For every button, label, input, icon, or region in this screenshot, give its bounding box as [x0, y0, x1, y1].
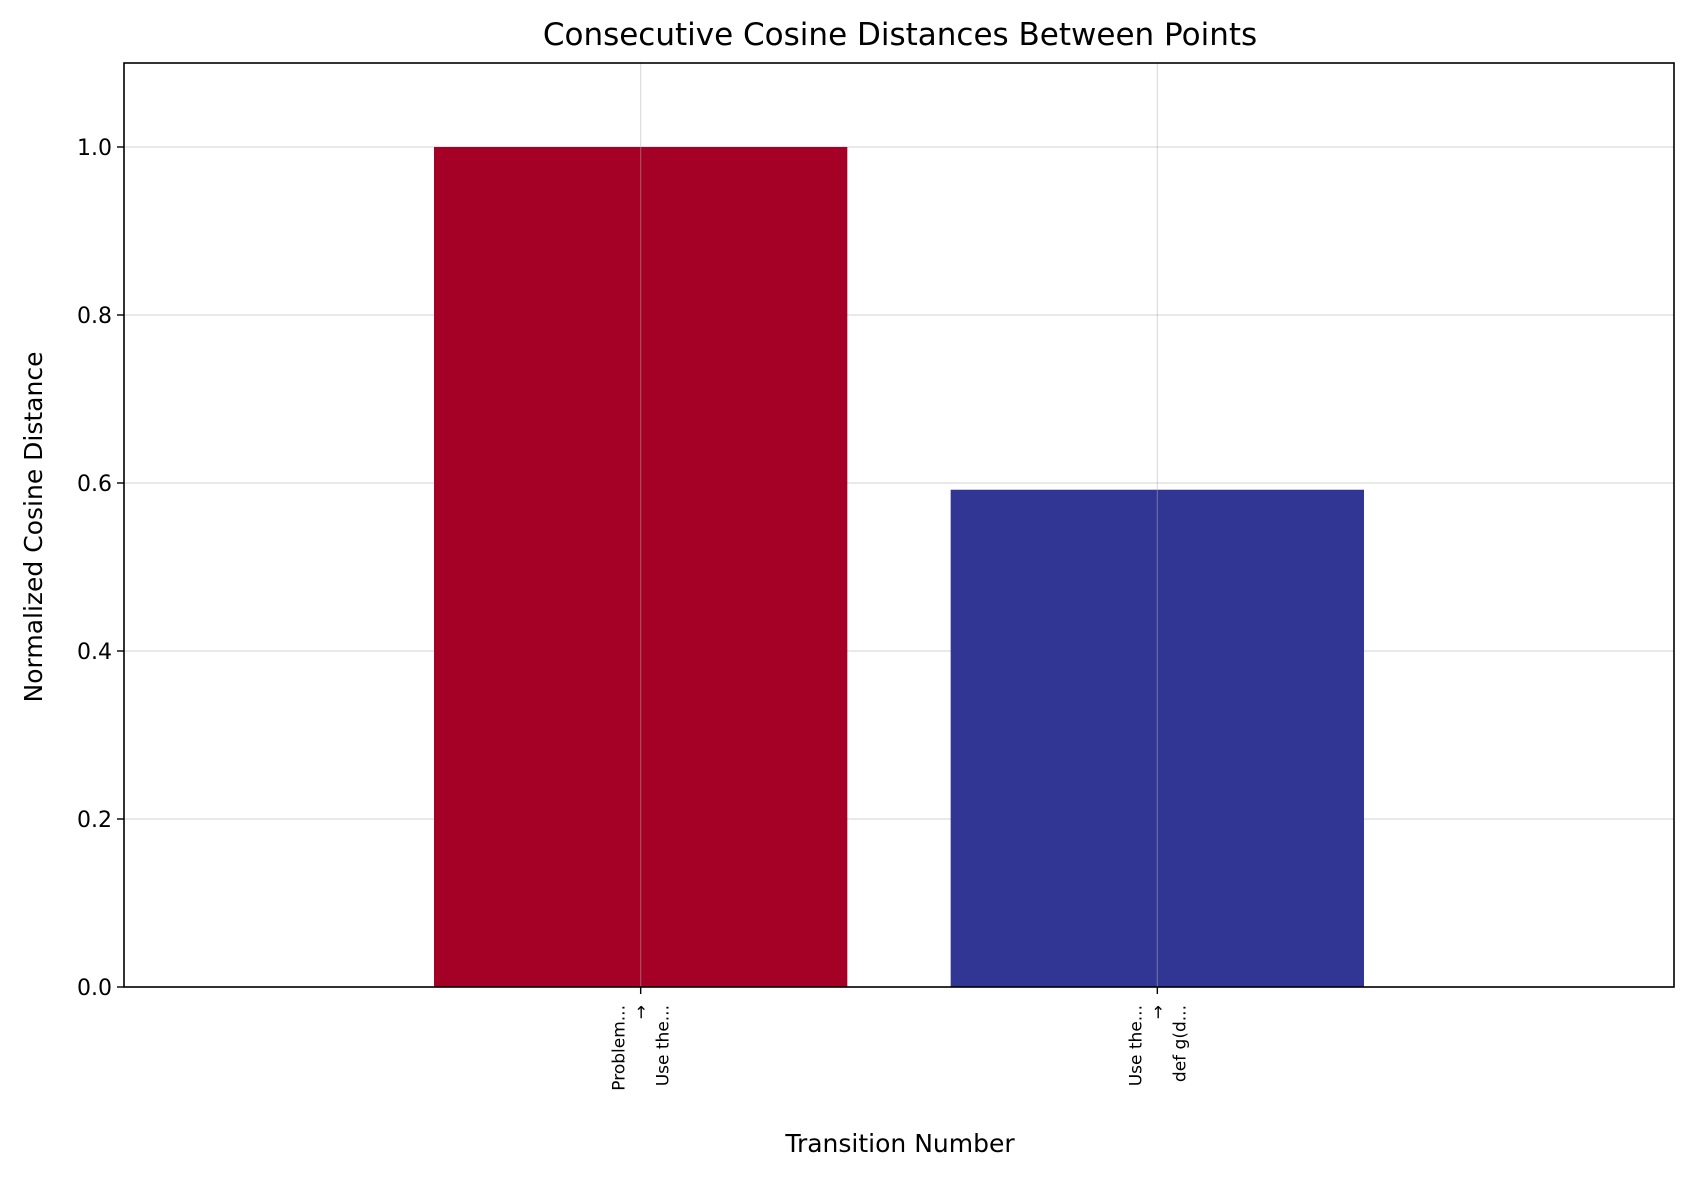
- x-tick-label-line: def g(d...: [1170, 1005, 1190, 1082]
- vertical-gridlines: [640, 63, 1158, 987]
- chart-title: Consecutive Cosine Distances Between Poi…: [543, 17, 1257, 53]
- y-tick-label: 0.6: [77, 472, 112, 497]
- plot-frame: [123, 62, 1675, 988]
- x-tick-label-line: Problem...: [610, 1005, 630, 1091]
- y-tick-label: 0.4: [77, 640, 112, 665]
- x-tick-label-line: Use the...: [1126, 1005, 1146, 1086]
- plot-area: [124, 63, 1674, 987]
- bars: [434, 147, 1364, 987]
- bar: [950, 489, 1364, 987]
- x-tick-label: Use the... → def g(d...: [1126, 1005, 1190, 1086]
- y-axis: 0.0 0.2 0.4 0.6 0.8 1.0: [77, 136, 124, 1001]
- x-tick-label-line: →: [1148, 1005, 1168, 1019]
- x-axis: Problem... → Use the... Use the... → def g(d.…: [610, 987, 1190, 1091]
- x-tick-label-line: →: [632, 1005, 652, 1019]
- y-tick-label: 0.2: [77, 808, 112, 833]
- y-axis-title: Normalized Cosine Distance: [19, 352, 48, 703]
- y-tick-label: 1.0: [77, 136, 112, 161]
- y-tick-label: 0.8: [77, 304, 112, 329]
- x-tick-label: Problem... → Use the...: [610, 1005, 674, 1091]
- x-axis-title: Transition Number: [784, 1129, 1015, 1158]
- x-tick-label-line: Use the...: [654, 1005, 674, 1086]
- bar: [434, 147, 848, 987]
- y-tick-label: 0.0: [77, 976, 112, 1001]
